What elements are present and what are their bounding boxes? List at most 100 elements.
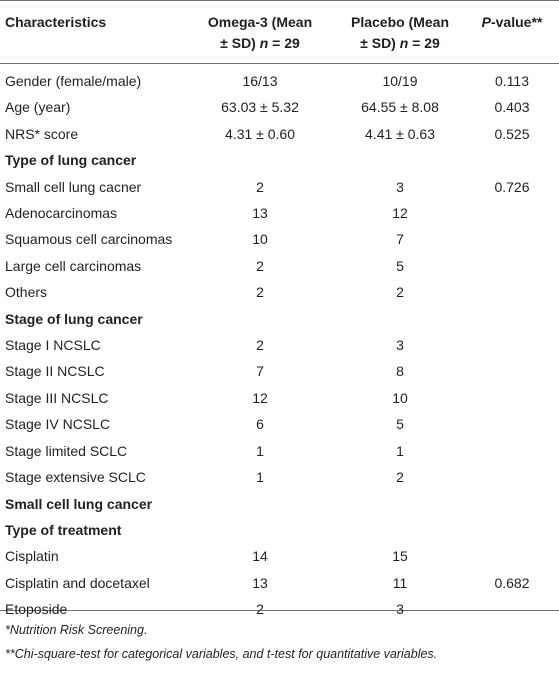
omega-value: 12 — [252, 389, 268, 406]
table-row: Stage II NCSLC 7 8 — [0, 358, 559, 384]
p-value — [465, 596, 559, 622]
omega-value: 13 — [252, 574, 268, 591]
table-row: Gender (female/male) 16/13 10/19 0.113 — [0, 68, 559, 94]
row-label: Etoposide — [5, 601, 68, 618]
table-row: Etoposide 2 3 — [0, 596, 559, 622]
placebo-value: 10/19 — [382, 73, 418, 89]
footnote-nrs: *Nutrition Risk Screening. — [5, 623, 148, 637]
table-row: Others 2 2 — [0, 279, 559, 305]
bottom-rule — [0, 610, 559, 611]
row-label: Gender (female/male) — [5, 73, 142, 89]
placebo-value: 3 — [396, 601, 404, 618]
header-pvalue-p: P — [481, 14, 491, 30]
header-pvalue: P-value** — [465, 4, 559, 54]
omega-value: 1 — [256, 442, 264, 459]
p-value — [465, 332, 559, 358]
row-label: Adenocarcinomas — [5, 205, 118, 222]
omega-value: 10 — [252, 231, 268, 248]
placebo-value: 11 — [392, 574, 408, 591]
section-row: Stage of lung cancer — [0, 306, 559, 332]
header-omega: Omega-3 (Mean ± SD) n = 29 — [185, 4, 335, 54]
placebo-value: 4.41 ± 0.63 — [365, 125, 435, 142]
placebo-value: 2 — [396, 469, 404, 486]
omega-value: 2 — [256, 257, 264, 274]
p-value — [465, 385, 559, 411]
top-rule — [0, 0, 559, 1]
header-omega-line1: Omega-3 (Mean — [207, 14, 313, 30]
p-value — [465, 226, 559, 252]
header-placebo-line2-post: = 29 — [408, 35, 440, 51]
p-value — [465, 200, 559, 226]
omega-value: 2 — [256, 337, 264, 354]
omega-value: 14 — [252, 548, 268, 565]
section-label: Type of treatment — [5, 521, 122, 538]
placebo-value: 12 — [392, 205, 408, 222]
row-label: Stage I NCSLC — [5, 337, 101, 354]
footnotes: *Nutrition Risk Screening. **Chi-square-… — [5, 618, 437, 666]
section-label: Stage of lung cancer — [5, 310, 143, 327]
omega-value: 63.03 ± 5.32 — [221, 99, 299, 116]
row-label: Cisplatin and docetaxel — [5, 574, 150, 591]
p-value — [465, 543, 559, 569]
placebo-value: 3 — [396, 337, 404, 354]
header-omega-line2-post: = 29 — [268, 35, 300, 51]
placebo-value: 1 — [396, 442, 404, 459]
p-value — [465, 279, 559, 305]
placebo-value: 15 — [392, 548, 408, 565]
p-value — [465, 411, 559, 437]
p-value: 0.403 — [494, 99, 530, 116]
p-value — [465, 358, 559, 384]
table-row: Stage extensive SCLC 1 2 — [0, 464, 559, 490]
table-row: Squamous cell carcinomas 10 7 — [0, 226, 559, 252]
row-label: Cisplatin — [5, 548, 59, 565]
placebo-value: 5 — [396, 416, 404, 433]
omega-value: 7 — [256, 363, 264, 380]
header-placebo-n: n — [399, 35, 409, 51]
header-characteristics: Characteristics — [5, 14, 107, 30]
section-label: Small cell lung cancer — [5, 495, 153, 512]
omega-value: 13 — [252, 205, 268, 222]
header-placebo-line2-pre: ± SD) — [360, 35, 400, 51]
header-omega-line2-pre: ± SD) — [220, 35, 260, 51]
table-row: Cisplatin and docetaxel 13 11 0.682 — [0, 570, 559, 596]
header-placebo-line1: Placebo (Mean — [350, 14, 450, 30]
placebo-value: 8 — [396, 363, 404, 380]
row-label: NRS* score — [5, 125, 79, 142]
section-row: Small cell lung cancer — [0, 491, 559, 517]
placebo-value: 3 — [396, 178, 404, 195]
omega-value: 16/13 — [242, 73, 278, 89]
section-row: Type of lung cancer — [0, 147, 559, 173]
table-row: Stage IV NCSLC 6 5 — [0, 411, 559, 437]
p-value: 0.726 — [494, 178, 530, 195]
row-label: Stage III NCSLC — [5, 389, 109, 406]
section-label: Type of lung cancer — [5, 152, 137, 169]
placebo-value: 2 — [396, 284, 404, 301]
header-row: Characteristics Omega-3 (Mean ± SD) n = … — [0, 4, 559, 54]
omega-value: 2 — [256, 284, 264, 301]
p-value — [465, 438, 559, 464]
p-value: 0.682 — [494, 574, 530, 591]
omega-value: 6 — [256, 416, 264, 433]
placebo-value: 10 — [392, 389, 408, 406]
row-label: Age (year) — [5, 99, 71, 116]
omega-value: 1 — [256, 469, 264, 486]
row-label: Stage II NCSLC — [5, 363, 105, 380]
table-row: Adenocarcinomas 13 12 — [0, 200, 559, 226]
p-value — [465, 464, 559, 490]
header-rule — [0, 63, 559, 64]
omega-value: 4.31 ± 0.60 — [225, 125, 295, 142]
row-label: Stage extensive SCLC — [5, 469, 146, 486]
row-label: Others — [5, 284, 48, 301]
section-row: Type of treatment — [0, 517, 559, 543]
footnote-tests: **Chi-square-test for categorical variab… — [5, 647, 438, 661]
row-label: Large cell carcinomas — [5, 257, 142, 274]
placebo-value: 5 — [396, 257, 404, 274]
table-row: Large cell carcinomas 2 5 — [0, 253, 559, 279]
table-row: NRS* score 4.31 ± 0.60 4.41 ± 0.63 0.525 — [0, 121, 559, 147]
header-placebo: Placebo (Mean ± SD) n = 29 — [335, 4, 465, 54]
table-row: Cisplatin 14 15 — [0, 543, 559, 569]
placebo-value: 64.55 ± 8.08 — [361, 99, 439, 116]
row-label: Small cell lung cacner — [5, 178, 142, 195]
omega-value: 2 — [256, 601, 264, 618]
